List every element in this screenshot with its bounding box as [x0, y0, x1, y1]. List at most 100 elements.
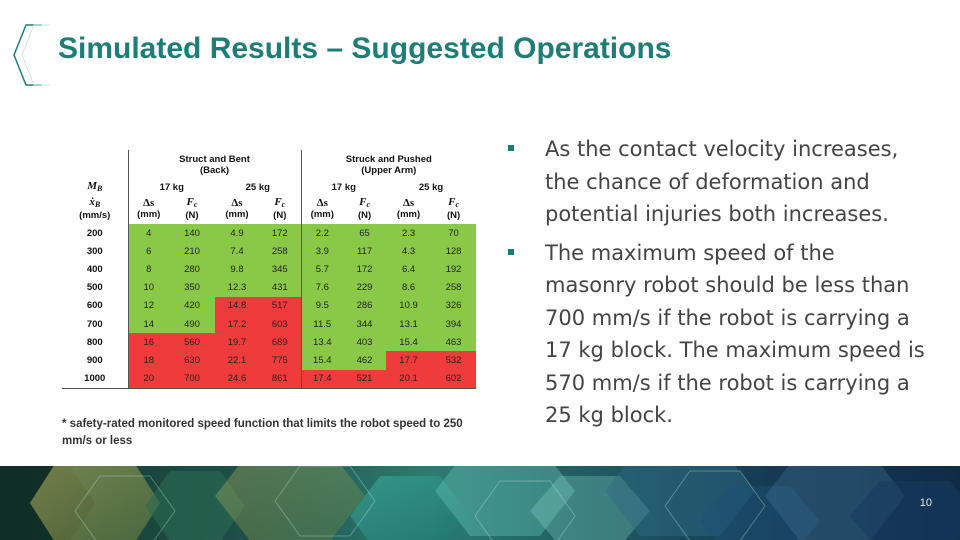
table-cell: 14	[127, 314, 169, 334]
table-cell: 22.1	[215, 351, 259, 370]
table-cell: 2.2	[300, 224, 344, 243]
velocity-value: 500	[86, 282, 103, 294]
title-hexagon-decoration	[13, 24, 50, 86]
velocity-value: 900	[86, 354, 103, 366]
group-header-upper-arm: Struck and Pushed (Upper Arm)	[300, 150, 477, 180]
table-cell: 517	[259, 296, 302, 315]
table-cell: 6	[127, 242, 169, 261]
bullet-marker-icon	[508, 145, 514, 151]
table-cell: 210	[169, 242, 215, 261]
bullet-item: As the contact velocity increases, the c…	[508, 133, 928, 231]
table-cell: 192	[431, 260, 477, 279]
table-cell: 8	[127, 260, 169, 279]
mass-header: 17 kg	[300, 180, 387, 194]
table-cell: 70	[431, 224, 477, 243]
table-cell: 4.3	[386, 242, 432, 261]
table-cell: 420	[169, 296, 215, 315]
table-cell: 13.1	[386, 314, 432, 334]
table-cell: 326	[431, 296, 477, 315]
table-cell: 8.6	[386, 278, 432, 297]
table-cell: 5.7	[300, 260, 344, 279]
slide-title: Simulated Results – Suggested Operations	[58, 32, 672, 65]
table-cell: 258	[259, 242, 302, 261]
column-header: Δs (mm)	[225, 197, 249, 221]
table-cell: 403	[343, 333, 387, 352]
table-cell: 13.4	[300, 333, 344, 352]
table-cell: 14.8	[215, 296, 259, 315]
page-number: 10	[919, 497, 932, 509]
table-cell: 9.8	[215, 260, 259, 279]
mass-label: MB	[87, 179, 103, 193]
table-cell: 20.1	[386, 369, 432, 389]
table-cell: 603	[259, 314, 302, 334]
table-cell: 490	[169, 314, 215, 334]
velocity-value: 800	[86, 336, 103, 348]
table-cell: 12	[127, 296, 169, 315]
table-row: 700 14 490 17.2 603 11.5 344 13.1 394	[62, 314, 477, 334]
footnote: * safety-rated monitored speed function …	[62, 418, 463, 447]
table-cell: 280	[169, 260, 215, 279]
table-cell: 462	[343, 351, 387, 370]
table-row: 300 6 210 7.4 258 3.9 117 4.3 128	[62, 242, 477, 261]
table-cell: 17.7	[386, 351, 432, 370]
column-header: Δs (mm)	[300, 194, 344, 224]
group-header-back: Struct and Bent (Back)	[127, 150, 302, 180]
table-cell: 18	[127, 351, 169, 370]
table-cell: 345	[259, 260, 302, 279]
mass-header: 25 kg	[418, 181, 444, 193]
table-cell: 19.7	[215, 333, 259, 352]
table-row: 900 18 630 22.1 775 15.4 462 17.7 532	[62, 351, 477, 370]
table-cell: 700	[169, 369, 215, 389]
column-header: Δs (mm)	[396, 197, 421, 221]
table-row: 400 8 280 9.8 345 5.7 172 6.4 192	[62, 260, 477, 279]
table-cell: 350	[169, 278, 215, 297]
velocity-header: ẋB (mm/s)	[79, 196, 111, 222]
table-cell: 11.5	[300, 314, 344, 334]
table-cell: 602	[431, 369, 477, 389]
table-cell: 344	[343, 314, 387, 334]
table-cell: 17.2	[215, 314, 259, 334]
mass-header: 17 kg	[127, 180, 215, 194]
table-cell: 463	[431, 333, 477, 352]
table-cell: 15.4	[300, 351, 344, 370]
table-cell: 17.4	[300, 369, 344, 389]
corner-cell	[62, 150, 128, 180]
column-header: Fc (N)	[273, 196, 287, 222]
table-cell: 532	[431, 351, 477, 370]
table-cell: 7.6	[300, 278, 344, 297]
velocity-value: 700	[86, 318, 103, 330]
table-cell: 20	[127, 369, 169, 389]
table-cell: 3.9	[300, 242, 344, 261]
table-cell: 6.4	[386, 260, 432, 279]
table-cell: 4.9	[215, 224, 259, 243]
table-row: 800 16 560 19.7 689 13.4 403 15.4 463	[62, 333, 477, 352]
table-cell: 140	[169, 224, 215, 243]
table-cell: 431	[259, 278, 302, 297]
column-header: Fc (N)	[357, 196, 372, 222]
table-cell: 24.6	[215, 369, 259, 389]
table-row: 500 10 350 12.3 431 7.6 229 8.6 258	[62, 278, 477, 297]
mass-header: 25 kg	[245, 181, 270, 193]
table-cell: 117	[343, 242, 387, 261]
table-row: 200 4 140 4.9 172 2.2 65 2.3 70	[62, 224, 477, 243]
table-row: 600 12 420 14.8 517 9.5 286 10.9 326	[62, 296, 477, 315]
table-cell: 7.4	[215, 242, 259, 261]
results-table-container: Struct and Bent (Back) Struck and Pushed…	[62, 150, 477, 389]
velocity-value: 400	[86, 263, 103, 275]
bullet-list: As the contact velocity increases, the c…	[508, 133, 928, 432]
table-cell: 258	[431, 278, 477, 297]
table-cell: 630	[169, 351, 215, 370]
table-cell: 861	[259, 369, 302, 389]
velocity-value: 300	[86, 245, 103, 257]
velocity-value: 1000	[62, 369, 128, 389]
table-cell: 2.3	[386, 224, 432, 243]
column-header: Fc (N)	[185, 196, 199, 222]
table-cell: 12.3	[215, 278, 259, 297]
bullet-item: The maximum speed of the masonry robot s…	[508, 237, 928, 432]
table-cell: 286	[343, 296, 387, 315]
results-table: Struct and Bent (Back) Struck and Pushed…	[62, 150, 477, 389]
bullet-marker-icon	[508, 248, 514, 255]
column-header: Δs (mm)	[127, 194, 169, 224]
column-header: Fc (N)	[446, 196, 461, 222]
